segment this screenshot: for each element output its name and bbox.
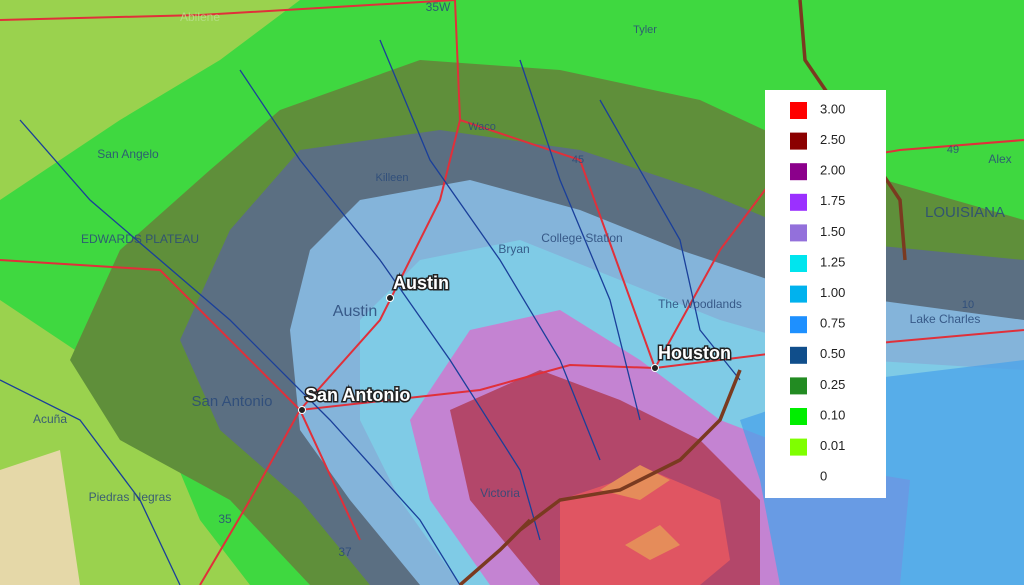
map-label: Bryan (498, 242, 529, 256)
legend-box (765, 90, 886, 498)
rivers (0, 39, 741, 585)
map-label: Austin (333, 303, 377, 320)
city-dot (386, 294, 394, 302)
legend-swatch (790, 132, 807, 150)
map-label: Lake Charles (910, 312, 981, 326)
legend-swatch (790, 438, 807, 456)
map-label: Waco (468, 121, 496, 133)
legend-swatch (790, 408, 807, 425)
map-label: Acuña (33, 412, 67, 426)
map-label: Piedras Negras (89, 490, 172, 504)
legend: 3.00 2.50 2.00 1.75 1.50 1.25 1.00 0.75 0.50 0.25… (765, 90, 886, 498)
dry-area (0, 450, 80, 585)
legend-label: 3.00 (820, 101, 845, 116)
legend-swatch (790, 469, 807, 487)
legend-swatch (790, 163, 807, 181)
legend-swatch (790, 316, 807, 334)
legend-label: 1.50 (820, 224, 845, 239)
legend-label: 0.01 (820, 438, 845, 453)
map-label: Tyler (633, 24, 657, 36)
legend-swatch (790, 377, 807, 395)
map-label: Abilene (180, 10, 220, 24)
legend-swatch (790, 255, 807, 272)
map-label: The Woodlands (658, 297, 742, 311)
legend-swatch (790, 224, 807, 242)
legend-label: 1.00 (820, 285, 845, 300)
map-label: 35 (218, 512, 232, 526)
city-labels: Austin Houston San Antonio (298, 271, 732, 414)
contour-3-00 (560, 470, 730, 585)
map-label: San Angelo (97, 147, 159, 161)
map-label: 35W (426, 0, 451, 14)
map-label: Alex (988, 152, 1011, 166)
legend-swatch (790, 285, 807, 303)
legend-label: 0.50 (820, 346, 845, 361)
map-label: 37 (338, 545, 352, 559)
legend-label: 0.25 (820, 377, 845, 392)
map-label: Killeen (375, 172, 408, 184)
city-dot (651, 364, 659, 372)
legend-swatch (790, 193, 807, 211)
map-label: Victoria (480, 486, 520, 500)
legend-label: 1.25 (820, 254, 845, 269)
legend-swatch (790, 102, 807, 119)
city-label: Houston (658, 343, 731, 363)
map-label: EDWARDS PLATEAU (81, 232, 199, 246)
city-label: San Antonio (305, 385, 410, 405)
map-labels: Abilene 35W Tyler San Angelo Waco Killeen 45 49… (33, 0, 1012, 559)
legend-label: 2.00 (820, 163, 845, 178)
map-label: LOUISIANA (925, 204, 1005, 221)
map-label: 10 (962, 299, 974, 311)
legend-label: 0.10 (820, 407, 845, 422)
legend-swatch (790, 346, 807, 364)
legend-label: 1.75 (820, 193, 845, 208)
map-label: College Station (541, 231, 622, 245)
city-label: Austin (393, 273, 449, 293)
legend-label: 0 (820, 469, 827, 484)
city-dot (298, 406, 306, 414)
map-label: San Antonio (192, 393, 273, 410)
legend-label: 2.50 (820, 132, 845, 147)
legend-label: 0.75 (820, 316, 845, 331)
map-label: 45 (572, 154, 584, 166)
map-label: 49 (947, 144, 959, 156)
